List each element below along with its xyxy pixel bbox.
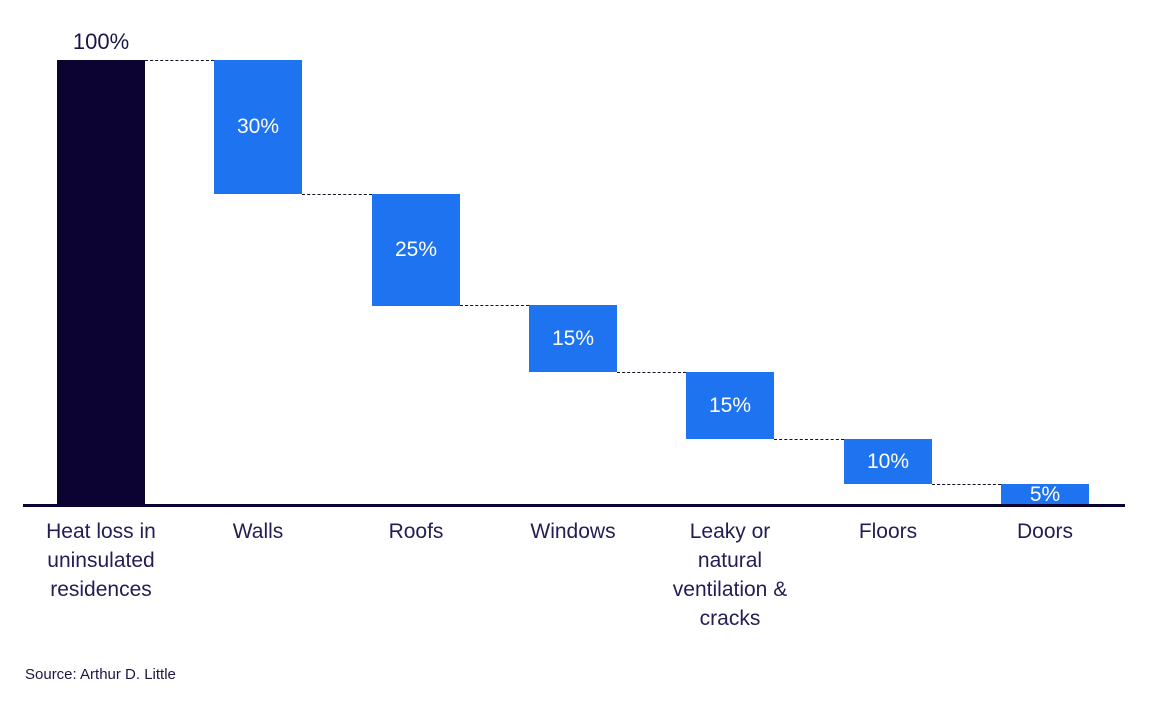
- waterfall-bar-6: [1001, 484, 1089, 506]
- x-axis-line: [23, 504, 1125, 507]
- source-note: Source: Arthur D. Little: [25, 666, 176, 683]
- connector-line: [460, 305, 529, 306]
- x-axis-label-6: Doors: [1016, 520, 1074, 543]
- waterfall-bar-4: [686, 372, 774, 439]
- waterfall-bar-5: [844, 439, 932, 484]
- connector-line: [617, 372, 686, 373]
- bar-value-label: 30%: [236, 115, 280, 138]
- x-axis-label-5: Floors: [858, 520, 918, 543]
- connector-line: [145, 60, 214, 61]
- connector-line: [932, 484, 1001, 485]
- connector-line: [302, 194, 372, 195]
- total-value-label: 100%: [72, 29, 130, 54]
- bar-value-label: 5%: [1029, 483, 1061, 506]
- waterfall-bar-0: [57, 60, 145, 506]
- x-axis-label-2: Roofs: [388, 520, 444, 543]
- bar-value-label: 10%: [866, 449, 910, 473]
- connector-line: [774, 439, 844, 440]
- waterfall-bar-3: [529, 305, 617, 372]
- x-axis-label-3: Windows: [530, 520, 616, 543]
- bar-value-label: 25%: [394, 238, 438, 261]
- x-axis-label-0: Heat loss in uninsulated residences: [46, 520, 156, 601]
- waterfall-bar-2: [372, 194, 460, 306]
- x-axis-label-4: Leaky or natural ventilation & cracks: [672, 520, 788, 630]
- bar-value-label: 15%: [551, 326, 595, 350]
- x-axis-label-1: Walls: [232, 520, 284, 543]
- waterfall-bar-1: [214, 60, 302, 194]
- bar-value-label: 15%: [708, 393, 752, 417]
